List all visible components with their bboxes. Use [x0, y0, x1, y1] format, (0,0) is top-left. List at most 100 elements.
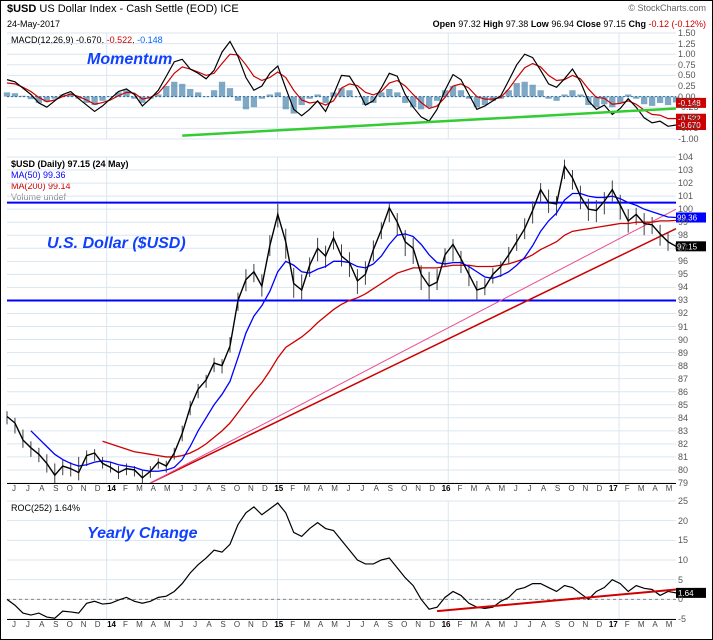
- xtick: D: [258, 483, 272, 497]
- xtick: A: [314, 619, 328, 633]
- ytick: 92: [678, 308, 688, 318]
- xtick: 17: [606, 483, 620, 497]
- xtick: N: [244, 483, 258, 497]
- xtick: F: [286, 619, 300, 633]
- roc-chart-area: 1.64: [7, 501, 676, 619]
- xtick: J: [7, 619, 21, 633]
- ytick: -0.50: [678, 113, 699, 123]
- xtick: J: [7, 483, 21, 497]
- xtick: O: [63, 619, 77, 633]
- ytick: 0.00: [678, 92, 696, 102]
- xtick: N: [77, 483, 91, 497]
- xtick: S: [216, 619, 230, 633]
- ytick: 95: [678, 269, 688, 279]
- ytick: 93: [678, 295, 688, 305]
- price-panel: $USD (Daily) 97.15 (24 May) MA(50) 99.36…: [7, 157, 706, 497]
- xtick: A: [481, 483, 495, 497]
- ytick: 85: [678, 400, 688, 410]
- chg-label: Chg: [628, 19, 646, 29]
- macd-panel: MACD(12,26,9) -0.670, -0.522, -0.148 -0.…: [7, 33, 706, 153]
- xtick: D: [258, 619, 272, 633]
- ytick: 91: [678, 322, 688, 332]
- xtick: A: [146, 619, 160, 633]
- xtick: O: [230, 619, 244, 633]
- ytick: 104: [678, 152, 693, 162]
- xtick: A: [369, 619, 383, 633]
- xtick: J: [523, 619, 537, 633]
- ytick: 25: [678, 496, 688, 506]
- xtick: M: [132, 483, 146, 497]
- momentum-annotation: Momentum: [87, 51, 172, 69]
- xtick: J: [174, 619, 188, 633]
- yearly-annotation: Yearly Change: [87, 525, 198, 543]
- high-val: 97.38: [506, 19, 529, 29]
- xtick: J: [21, 619, 35, 633]
- xtick: J: [355, 483, 369, 497]
- xtick: D: [91, 483, 105, 497]
- low-label: Low: [531, 19, 549, 29]
- usd-annotation: U.S. Dollar ($USD): [47, 235, 186, 253]
- close-label: Close: [576, 19, 601, 29]
- xtick: S: [49, 619, 63, 633]
- ytick: -0.25: [678, 102, 699, 112]
- xtick: D: [425, 483, 439, 497]
- ytick: -1.00: [678, 134, 699, 144]
- open-label: Open: [433, 19, 456, 29]
- exchange: ICE: [220, 3, 238, 15]
- xtick: M: [300, 619, 314, 633]
- roc-ylabels: -50510152025: [676, 501, 706, 619]
- ytick: 101: [678, 191, 693, 201]
- instrument-name: US Dollar Index - Cash Settle (EOD): [39, 3, 217, 15]
- close-val: 97.15: [603, 19, 626, 29]
- xtick: J: [509, 483, 523, 497]
- macd-ylabels: -1.00-0.75-0.50-0.250.000.250.500.751.00…: [676, 33, 706, 139]
- xtick: N: [578, 619, 592, 633]
- xtick: N: [244, 619, 258, 633]
- date-row: 24-May-2017 Open 97.32 High 97.38 Low 96…: [7, 19, 706, 31]
- ytick: 1.00: [678, 49, 696, 59]
- xtick: A: [35, 619, 49, 633]
- xtick: M: [467, 483, 481, 497]
- xtick: 17: [606, 619, 620, 633]
- ytick: 102: [678, 178, 693, 188]
- ytick: 20: [678, 516, 688, 526]
- xtick: M: [328, 483, 342, 497]
- ytick: 82: [678, 439, 688, 449]
- xtick: 15: [272, 483, 286, 497]
- xtick: S: [383, 483, 397, 497]
- ytick: 0: [678, 594, 683, 604]
- ohlc: Open 97.32 High 97.38 Low 96.94 Close 97…: [433, 19, 706, 29]
- xtick: F: [620, 619, 634, 633]
- xtick: S: [551, 619, 565, 633]
- xtick: J: [523, 483, 537, 497]
- xtick: F: [119, 483, 133, 497]
- xtick: S: [383, 619, 397, 633]
- xtick: M: [634, 483, 648, 497]
- ytick: 89: [678, 348, 688, 358]
- ytick: 97: [678, 243, 688, 253]
- xtick: 14: [105, 483, 119, 497]
- ytick: 100: [678, 204, 693, 214]
- ytick: 1.50: [678, 28, 696, 38]
- ytick: 103: [678, 165, 693, 175]
- xtick: M: [662, 619, 676, 633]
- xtick: O: [230, 483, 244, 497]
- xtick: O: [397, 619, 411, 633]
- ytick: 80: [678, 465, 688, 475]
- chart-container: $USD US Dollar Index - Cash Settle (EOD)…: [0, 0, 713, 640]
- ytick: 86: [678, 387, 688, 397]
- low-val: 96.94: [551, 19, 574, 29]
- xtick: M: [328, 619, 342, 633]
- high-label: High: [483, 19, 503, 29]
- ytick: 94: [678, 282, 688, 292]
- xtick: A: [648, 619, 662, 633]
- xtick: 14: [105, 619, 119, 633]
- xtick: A: [537, 483, 551, 497]
- xtick: S: [216, 483, 230, 497]
- xtick: O: [565, 619, 579, 633]
- xtick: J: [188, 483, 202, 497]
- attribution: © StockCharts.com: [628, 3, 706, 13]
- roc-xaxis: JJASOND14FMAMJJASOND15FMAMJJASOND16FMAMJ…: [7, 619, 676, 633]
- xtick: S: [551, 483, 565, 497]
- xtick: A: [202, 483, 216, 497]
